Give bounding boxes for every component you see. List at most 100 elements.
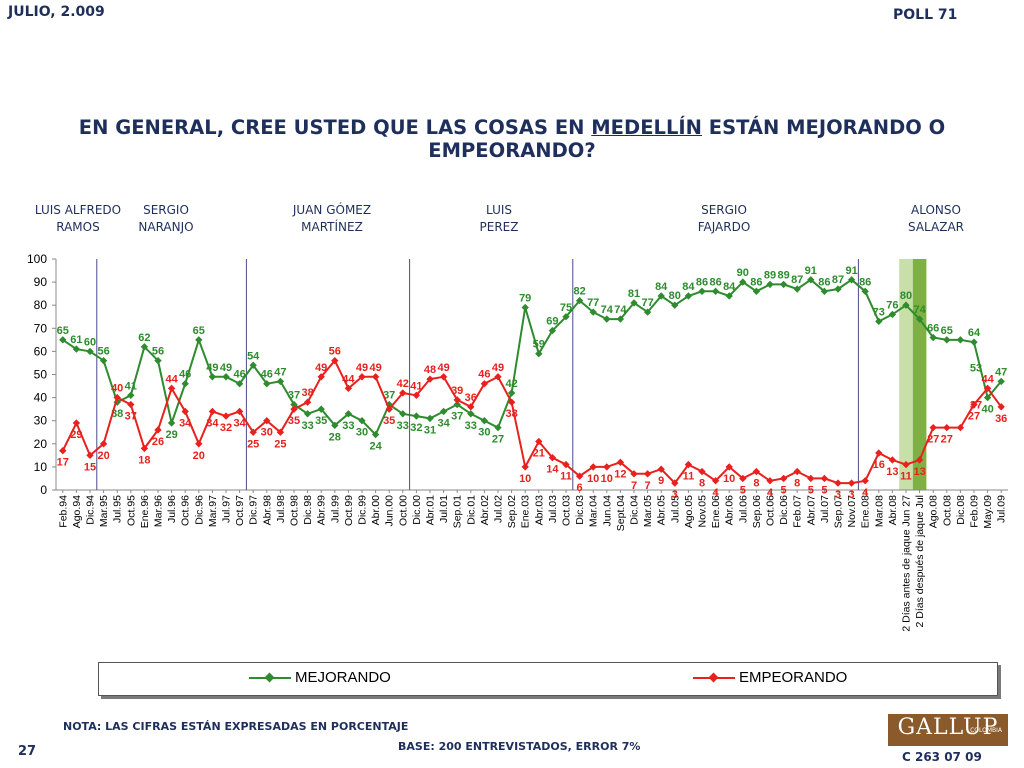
legend-swatch-mejorando	[249, 671, 291, 685]
x-tick-label: Oct.08	[941, 495, 953, 526]
data-label-empeorando: 34	[233, 417, 246, 429]
data-label-mejorando: 28	[329, 431, 341, 443]
data-point-mejorando	[970, 338, 978, 346]
data-point-empeorando	[902, 460, 910, 469]
data-label-mejorando: 49	[206, 362, 218, 374]
mayor-label-fajardo: SERGIO FAJARDO	[684, 202, 764, 236]
data-point-mejorando	[929, 333, 937, 342]
x-tick-label: Jul.95	[112, 495, 124, 523]
title-city: MEDELLÍN	[591, 116, 702, 139]
data-label-mejorando: 84	[723, 281, 736, 293]
data-label-mejorando: 87	[832, 274, 844, 286]
data-label-mejorando: 53	[970, 363, 982, 375]
data-label-empeorando: 20	[97, 450, 109, 462]
x-tick-label: Nov.07	[846, 495, 858, 528]
data-label-empeorando: 27	[927, 434, 939, 446]
data-point-empeorando	[766, 477, 774, 485]
data-label-empeorando: 8	[753, 478, 759, 490]
data-point-mejorando	[902, 301, 910, 309]
x-tick-label: Jul.01	[438, 495, 450, 523]
data-point-empeorando	[154, 426, 162, 434]
data-label-empeorando: 16	[873, 459, 885, 471]
title-prefix: EN GENERAL, CREE USTED QUE LAS COSAS EN	[78, 116, 592, 139]
data-point-empeorando	[439, 373, 448, 381]
data-label-mejorando: 81	[628, 288, 640, 300]
data-point-mejorando	[426, 414, 434, 423]
x-tick-label: Dic.01	[465, 495, 477, 525]
data-label-empeorando: 49	[315, 362, 327, 374]
y-tick-label: 10	[34, 460, 48, 474]
x-tick-label: Dic.00	[411, 495, 423, 525]
data-point-empeorando	[630, 470, 638, 478]
data-label-mejorando: 46	[179, 369, 191, 381]
data-label-mejorando: 37	[288, 390, 300, 402]
x-tick-label: Jul.98	[275, 495, 287, 523]
x-tick-label: Jul.99	[329, 495, 341, 523]
x-tick-label: Sep.02	[506, 495, 518, 528]
y-tick-label: 0	[40, 483, 47, 497]
data-point-mejorando	[643, 308, 652, 316]
data-label-mejorando: 24	[369, 441, 382, 453]
data-label-mejorando: 54	[247, 350, 260, 362]
data-label-mejorando: 65	[193, 325, 205, 337]
data-label-empeorando: 35	[383, 415, 395, 427]
data-label-empeorando: 21	[533, 447, 545, 459]
x-tick-label: Feb.09	[969, 495, 981, 528]
data-label-empeorando: 29	[70, 429, 82, 441]
x-tick-label: Jul.97	[221, 495, 233, 523]
data-point-mejorando	[344, 410, 353, 418]
data-label-mejorando: 30	[478, 427, 490, 439]
data-label-mejorando: 65	[941, 325, 953, 337]
data-point-empeorando	[72, 419, 81, 427]
data-label-empeorando: 13	[913, 466, 925, 478]
data-label-mejorando: 69	[546, 316, 558, 328]
mayor-line1: JUAN GÓMEZ	[292, 203, 372, 217]
data-label-mejorando: 46	[233, 369, 245, 381]
data-label-empeorando: 49	[492, 362, 504, 374]
mayor-label-perez: LUIS PEREZ	[466, 202, 532, 236]
data-label-mejorando: 27	[492, 434, 504, 446]
data-point-empeorando	[521, 463, 529, 471]
x-tick-label: Oct.00	[397, 495, 409, 526]
data-point-empeorando	[303, 398, 312, 406]
data-label-empeorando: 15	[84, 461, 96, 473]
data-point-empeorando	[915, 456, 924, 464]
data-point-empeorando	[222, 412, 230, 420]
data-label-empeorando: 10	[519, 473, 531, 485]
data-point-empeorando	[820, 474, 829, 483]
data-label-empeorando: 5	[740, 484, 746, 496]
data-point-mejorando	[371, 430, 380, 439]
data-point-mejorando	[453, 400, 461, 409]
x-tick-label: Dic.96	[193, 495, 205, 525]
data-label-mejorando: 86	[696, 276, 708, 288]
data-point-empeorando	[535, 437, 543, 446]
data-label-empeorando: 8	[794, 478, 800, 490]
x-tick-label: Sep.01	[452, 495, 464, 528]
data-point-mejorando	[820, 287, 829, 296]
data-point-mejorando	[521, 303, 529, 312]
x-tick-label: Dic.08	[955, 495, 967, 525]
data-point-empeorando	[467, 403, 475, 411]
data-label-empeorando: 56	[329, 346, 341, 358]
data-point-empeorando	[684, 460, 693, 469]
logo-subtext: COLOMBIA	[970, 727, 1002, 734]
data-label-empeorando: 39	[451, 385, 463, 397]
data-label-mejorando: 89	[777, 269, 789, 281]
x-tick-label: Sep.06	[751, 495, 763, 528]
x-tick-label: Jul.07	[819, 495, 831, 523]
x-tick-label: Ene.08	[860, 495, 872, 528]
data-label-mejorando: 73	[873, 306, 885, 318]
data-point-empeorando	[331, 356, 339, 365]
data-label-empeorando: 44	[342, 373, 355, 385]
data-label-mejorando: 82	[573, 286, 585, 298]
data-point-empeorando	[249, 428, 257, 436]
x-tick-label: Feb.07	[792, 495, 804, 528]
data-point-empeorando	[263, 417, 271, 425]
legend-swatch-empeorando	[693, 671, 735, 685]
x-tick-label: Abr.07	[805, 495, 817, 526]
data-point-empeorando	[426, 375, 434, 383]
page-number: 27	[18, 744, 37, 759]
data-point-empeorando	[494, 373, 502, 381]
data-label-mejorando: 77	[587, 297, 599, 309]
data-label-mejorando: 46	[261, 369, 273, 381]
